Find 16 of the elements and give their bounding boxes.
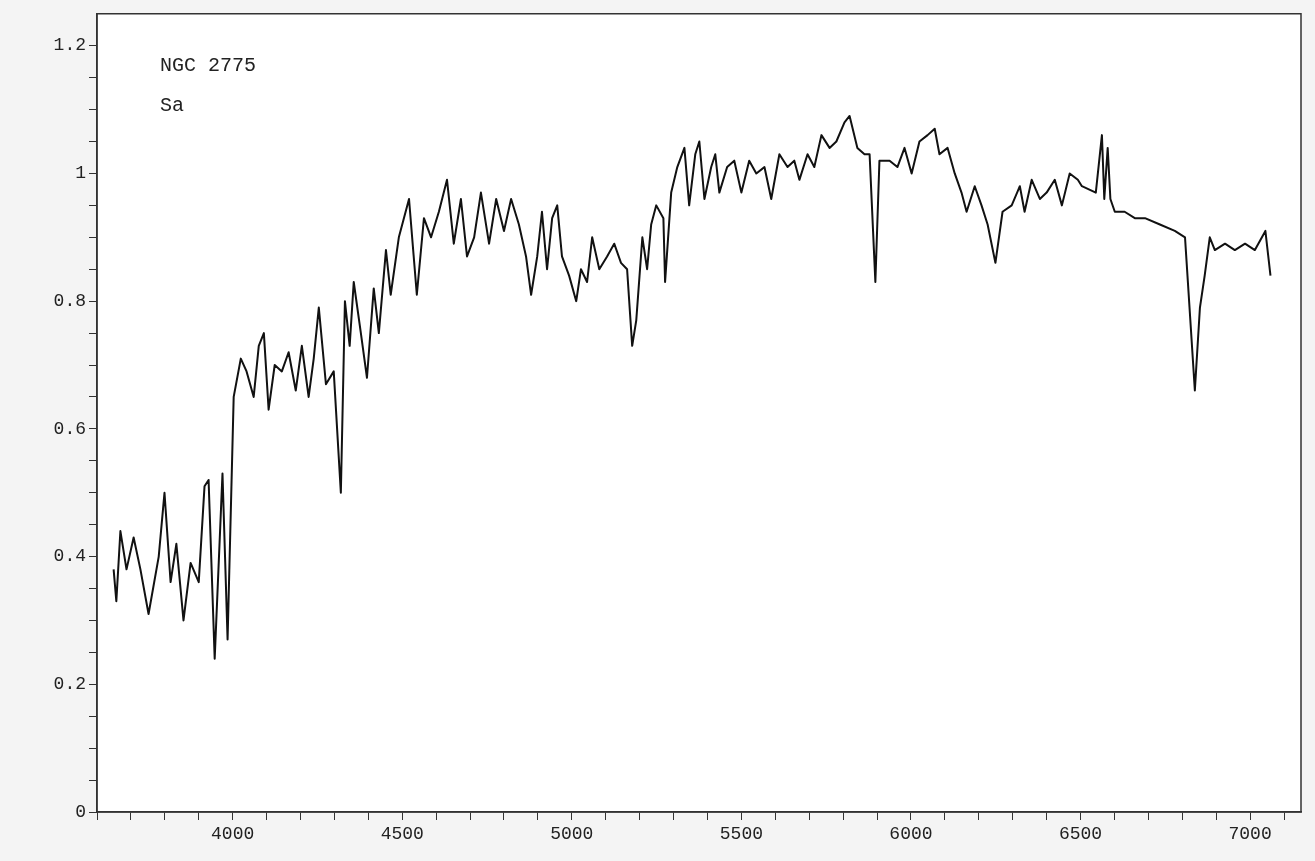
x-tick-label: 6500 (1058, 823, 1103, 844)
annotation: Sa (160, 94, 185, 118)
y-tick-label: 0.2 (53, 674, 86, 695)
y-tick-label: 0 (75, 801, 86, 822)
x-tick-label: 5500 (719, 823, 763, 844)
y-tick-label: 0.6 (53, 418, 86, 439)
x-tick-label: 7000 (1228, 823, 1272, 844)
x-tick-label: 5000 (550, 823, 594, 844)
x-tick-label: 4000 (211, 823, 255, 844)
y-tick-label: 1.2 (53, 35, 86, 56)
y-tick-label: 1 (75, 163, 86, 184)
x-tick-label: 6000 (889, 823, 933, 844)
x-tick-label: 4500 (380, 823, 424, 844)
annotation: NGC 2775 (160, 54, 257, 78)
y-tick-label: 0.4 (53, 546, 86, 567)
y-tick-label: 0.8 (53, 290, 86, 311)
